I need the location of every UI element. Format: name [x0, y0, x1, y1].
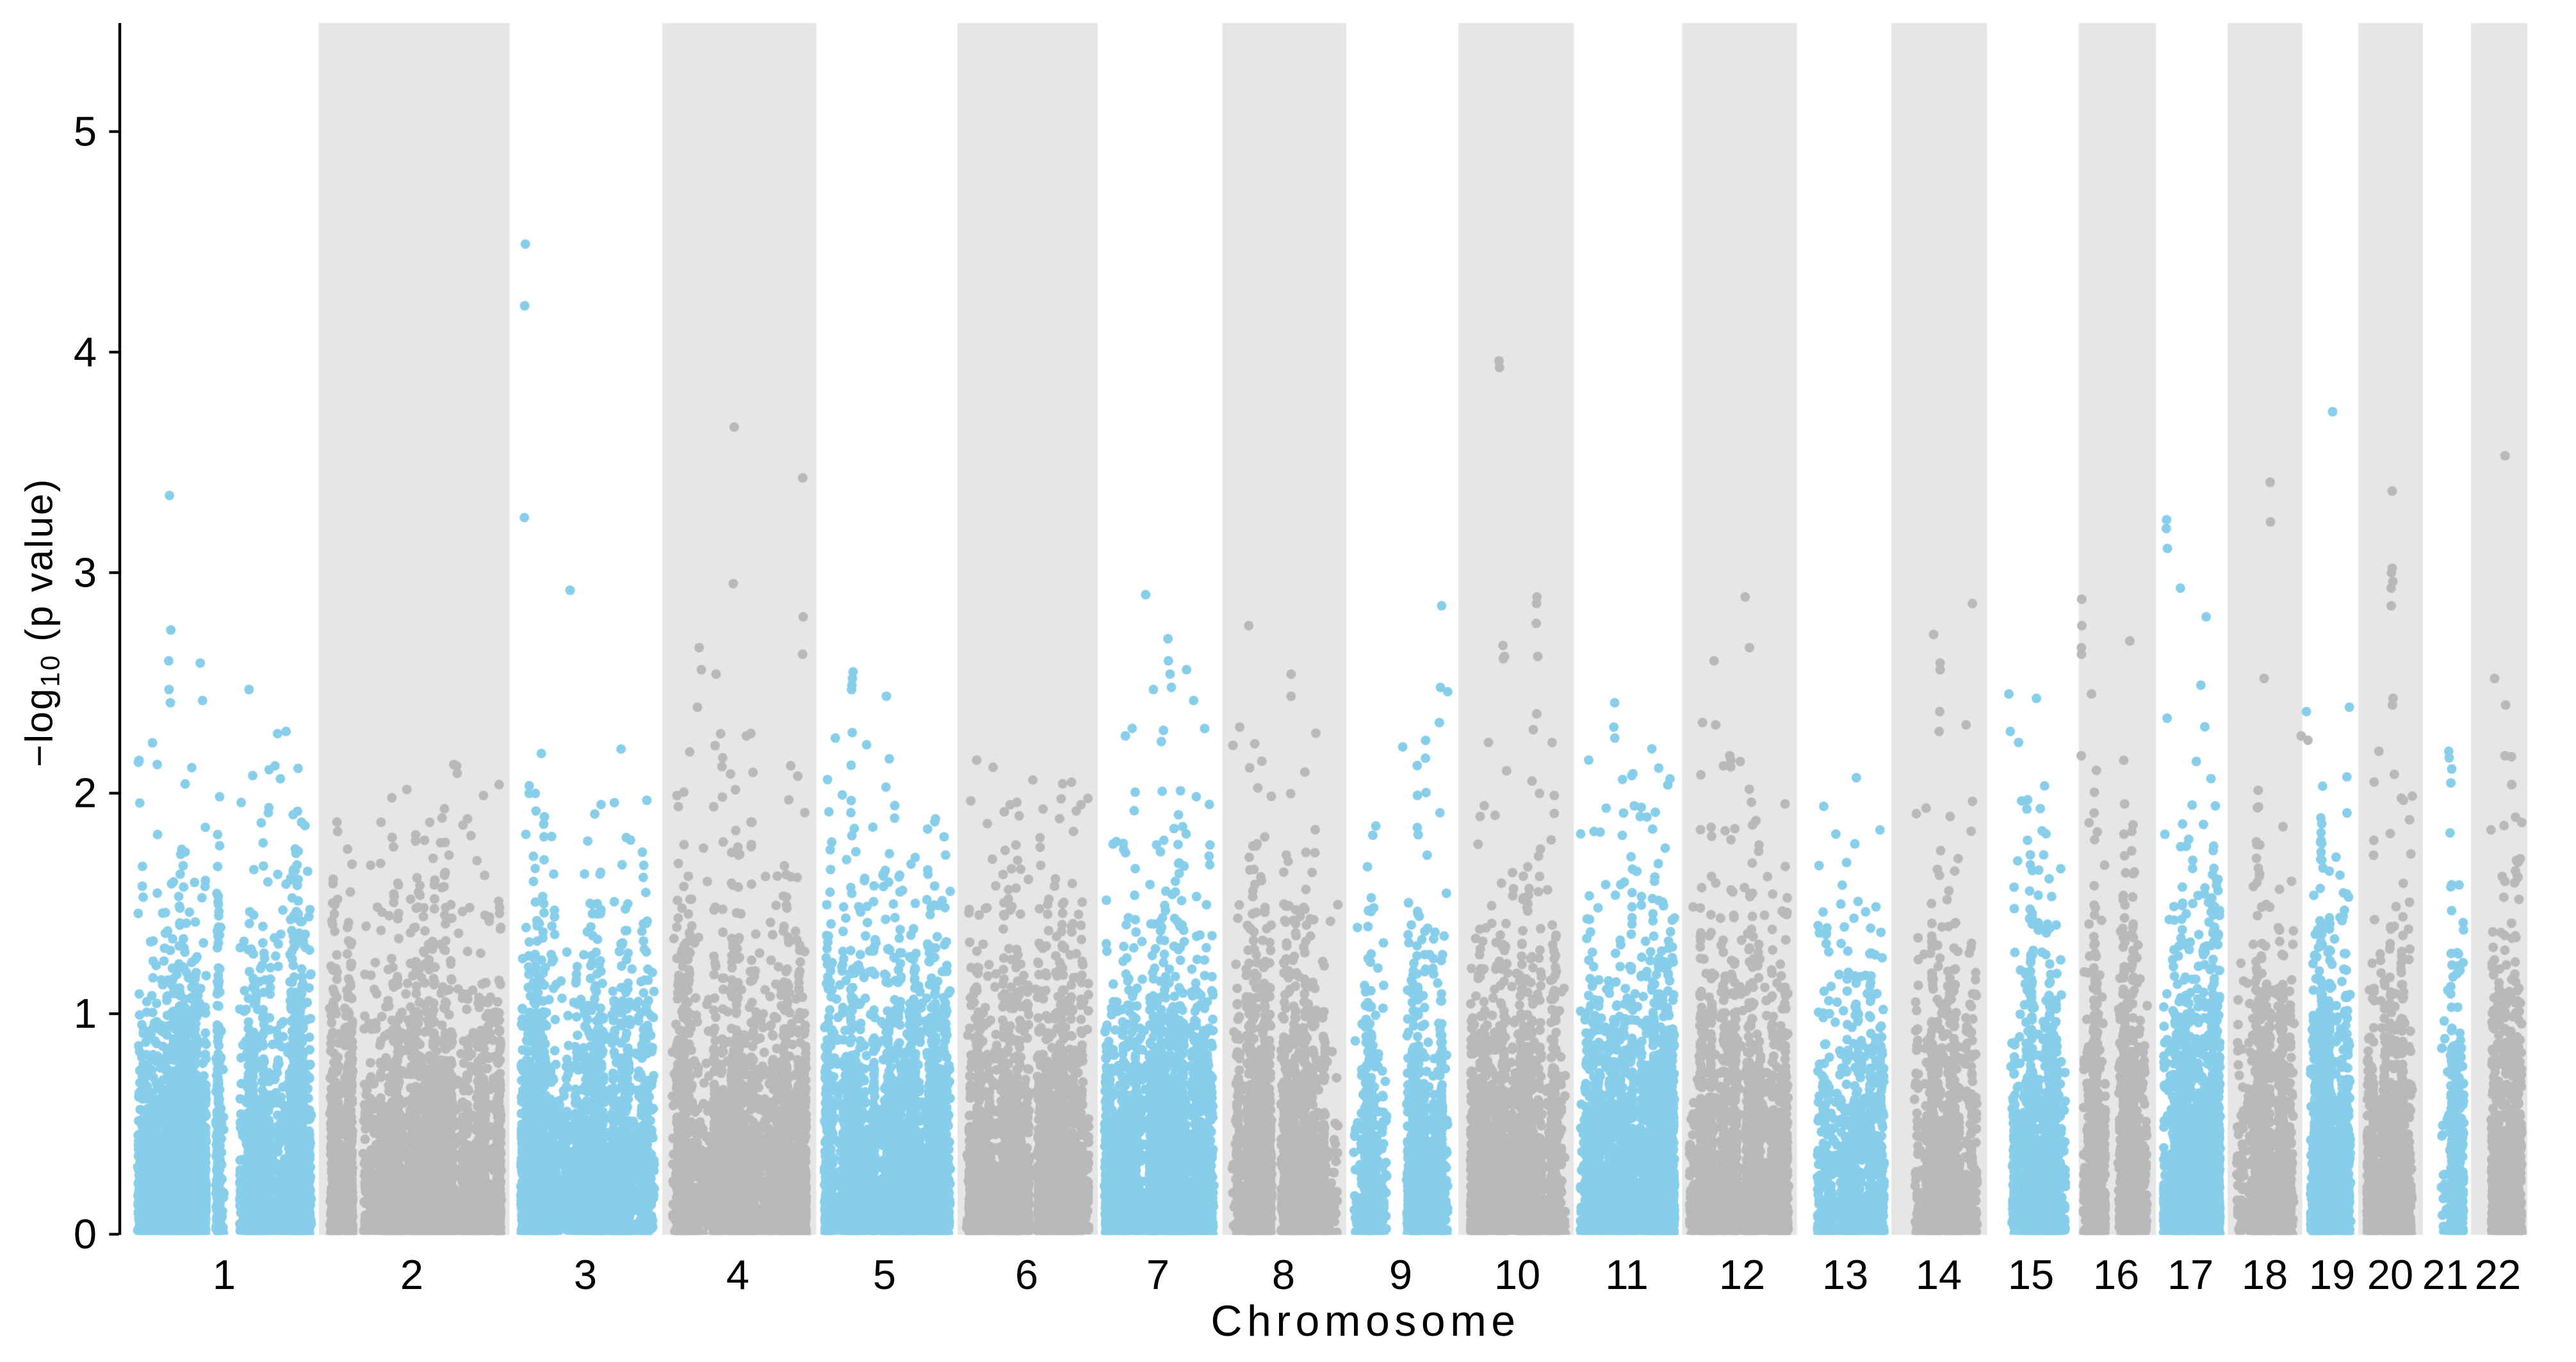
svg-text:−log10 (p value): −log10 (p value) — [18, 478, 65, 767]
svg-text:22: 22 — [2475, 1251, 2521, 1298]
svg-text:1: 1 — [74, 990, 97, 1037]
svg-text:12: 12 — [1719, 1251, 1765, 1298]
svg-text:21: 21 — [2422, 1251, 2468, 1298]
svg-text:3: 3 — [574, 1251, 597, 1298]
svg-text:Chromosome: Chromosome — [1211, 1297, 1520, 1345]
svg-text:15: 15 — [2008, 1251, 2054, 1298]
svg-text:5: 5 — [74, 108, 97, 155]
svg-text:13: 13 — [1822, 1251, 1868, 1298]
svg-text:2: 2 — [74, 770, 97, 816]
svg-text:2: 2 — [400, 1251, 423, 1298]
svg-text:3: 3 — [74, 549, 97, 596]
svg-text:14: 14 — [1916, 1251, 1962, 1298]
svg-text:0: 0 — [74, 1211, 97, 1258]
svg-text:10: 10 — [1494, 1251, 1540, 1298]
svg-text:4: 4 — [74, 328, 97, 375]
svg-text:7: 7 — [1146, 1251, 1170, 1298]
svg-text:11: 11 — [1605, 1251, 1648, 1298]
svg-text:18: 18 — [2242, 1251, 2288, 1298]
svg-text:5: 5 — [873, 1251, 896, 1298]
svg-text:19: 19 — [2309, 1251, 2355, 1298]
svg-text:1: 1 — [213, 1251, 236, 1298]
svg-text:4: 4 — [726, 1251, 749, 1298]
svg-text:17: 17 — [2167, 1251, 2213, 1298]
svg-text:9: 9 — [1389, 1251, 1412, 1298]
svg-text:16: 16 — [2093, 1251, 2139, 1298]
svg-text:20: 20 — [2367, 1251, 2413, 1298]
svg-text:8: 8 — [1272, 1251, 1295, 1298]
svg-text:6: 6 — [1015, 1251, 1038, 1298]
